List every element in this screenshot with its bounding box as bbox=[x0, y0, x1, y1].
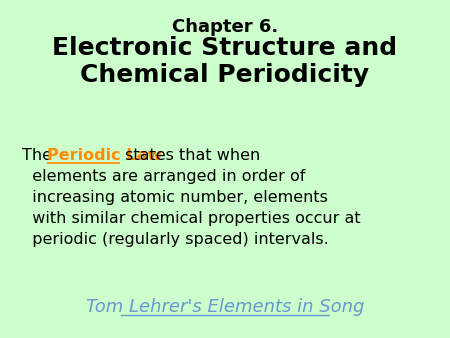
Text: elements are arranged in order of: elements are arranged in order of bbox=[22, 169, 306, 184]
Text: with similar chemical properties occur at: with similar chemical properties occur a… bbox=[22, 211, 360, 226]
Text: Electronic Structure and
Chemical Periodicity: Electronic Structure and Chemical Period… bbox=[53, 36, 397, 87]
Text: Chapter 6.: Chapter 6. bbox=[172, 18, 278, 36]
Text: states that when: states that when bbox=[121, 148, 261, 163]
Text: The: The bbox=[22, 148, 57, 163]
Text: Tom Lehrer's Elements in Song: Tom Lehrer's Elements in Song bbox=[86, 298, 364, 316]
Text: periodic (regularly spaced) intervals.: periodic (regularly spaced) intervals. bbox=[22, 232, 329, 247]
Text: increasing atomic number, elements: increasing atomic number, elements bbox=[22, 190, 328, 205]
Text: Periodic Law: Periodic Law bbox=[47, 148, 162, 163]
